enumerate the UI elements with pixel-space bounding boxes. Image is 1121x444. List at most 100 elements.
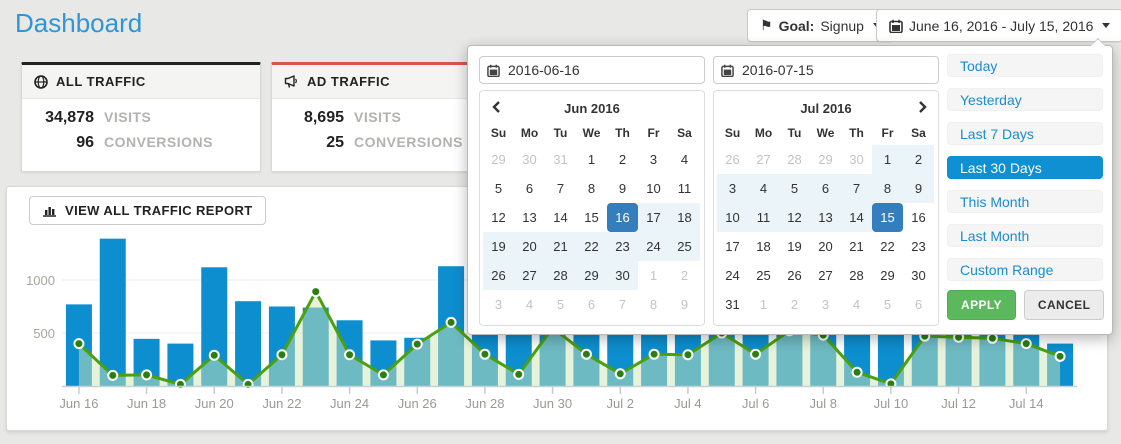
calendar-day[interactable]: 4: [680, 152, 689, 167]
calendar-day[interactable]: 27: [514, 261, 545, 290]
calendar-day[interactable]: 23: [911, 239, 926, 254]
calendar-day[interactable]: 2: [903, 145, 934, 174]
calendar-day[interactable]: 5: [556, 297, 565, 312]
calendar-day[interactable]: 1: [649, 268, 658, 283]
calendar-day[interactable]: 4: [748, 174, 779, 203]
calendar-day[interactable]: 29: [818, 152, 833, 167]
calendar-day[interactable]: 14: [553, 210, 568, 225]
calendar-day[interactable]: 27: [818, 268, 833, 283]
calendar-day[interactable]: 8: [587, 181, 596, 196]
calendar-day[interactable]: 5: [779, 174, 810, 203]
calendar-day[interactable]: 8: [872, 174, 903, 203]
calendar-day[interactable]: 25: [756, 268, 771, 283]
date-range-button[interactable]: June 16, 2016 - July 15, 2016: [876, 9, 1121, 42]
range-item-last-month[interactable]: Last Month: [947, 224, 1103, 247]
calendar-day[interactable]: 11: [677, 181, 692, 196]
calendar-day[interactable]: 9: [680, 297, 689, 312]
calendar-day[interactable]: 29: [576, 261, 607, 290]
calendar-day[interactable]: 6: [525, 181, 534, 196]
calendar-day[interactable]: 15: [872, 203, 903, 232]
calendar-day[interactable]: 15: [584, 210, 599, 225]
calendar-day[interactable]: 28: [787, 152, 802, 167]
calendar-day[interactable]: 16: [911, 210, 926, 225]
calendar-day[interactable]: 16: [607, 203, 638, 232]
calendar-day[interactable]: 3: [821, 297, 830, 312]
calendar-day[interactable]: 6: [587, 297, 596, 312]
calendar-day[interactable]: 20: [514, 232, 545, 261]
calendar-day[interactable]: 23: [607, 232, 638, 261]
view-all-traffic-report-button[interactable]: VIEW ALL TRAFFIC REPORT: [29, 196, 266, 225]
calendar-day[interactable]: 12: [779, 203, 810, 232]
calendar-day[interactable]: 18: [756, 239, 771, 254]
calendar-day[interactable]: 1: [872, 145, 903, 174]
calendar-day[interactable]: 21: [545, 232, 576, 261]
calendar-day[interactable]: 13: [522, 210, 537, 225]
calendar-day[interactable]: 12: [491, 210, 506, 225]
calendar-day[interactable]: 6: [810, 174, 841, 203]
range-item-this-month[interactable]: This Month: [947, 190, 1103, 213]
start-date-input[interactable]: [479, 56, 705, 84]
calendar-day[interactable]: 25: [669, 232, 700, 261]
cancel-button[interactable]: CANCEL: [1023, 290, 1105, 320]
calendar-day[interactable]: 3: [717, 174, 748, 203]
calendar-day[interactable]: 7: [556, 181, 565, 196]
calendar-day[interactable]: 7: [841, 174, 872, 203]
calendar-day[interactable]: 30: [607, 261, 638, 290]
calendar-day[interactable]: 1: [759, 297, 768, 312]
calendar-day[interactable]: 1: [587, 152, 596, 167]
calendar-day[interactable]: 13: [810, 203, 841, 232]
calendar-day[interactable]: 4: [525, 297, 534, 312]
calendar-day[interactable]: 2: [790, 297, 799, 312]
calendar-day[interactable]: 29: [880, 268, 895, 283]
calendar-day[interactable]: 31: [553, 152, 568, 167]
calendar-day[interactable]: 9: [903, 174, 934, 203]
calendar-day[interactable]: 2: [618, 152, 627, 167]
calendar-day[interactable]: 5: [883, 297, 892, 312]
calendar-day[interactable]: 24: [725, 268, 740, 283]
calendar-day[interactable]: 20: [818, 239, 833, 254]
calendar-day[interactable]: 26: [483, 261, 514, 290]
range-item-last-30-days[interactable]: Last 30 Days: [947, 156, 1103, 179]
calendar-day[interactable]: 28: [545, 261, 576, 290]
calendar-day[interactable]: 22: [880, 239, 895, 254]
calendar-day[interactable]: 27: [756, 152, 771, 167]
calendar-day[interactable]: 24: [638, 232, 669, 261]
calendar-day[interactable]: 2: [680, 268, 689, 283]
calendar-day[interactable]: 29: [491, 152, 506, 167]
calendar-day[interactable]: 19: [483, 232, 514, 261]
range-item-yesterday[interactable]: Yesterday: [947, 88, 1103, 111]
calendar-day[interactable]: 10: [646, 181, 661, 196]
calendar-day[interactable]: 17: [638, 203, 669, 232]
calendar-day[interactable]: 26: [725, 152, 740, 167]
calendar-day[interactable]: 17: [725, 239, 740, 254]
calendar-day[interactable]: 5: [494, 181, 503, 196]
calendar-day[interactable]: 28: [849, 268, 864, 283]
calendar-day[interactable]: 30: [522, 152, 537, 167]
calendar-day[interactable]: 9: [618, 181, 627, 196]
calendar-day[interactable]: 18: [669, 203, 700, 232]
calendar-day[interactable]: 19: [787, 239, 802, 254]
range-item-custom-range[interactable]: Custom Range: [947, 258, 1103, 281]
calendar-day[interactable]: 10: [717, 203, 748, 232]
calendar-day[interactable]: 22: [576, 232, 607, 261]
range-item-today[interactable]: Today: [947, 54, 1103, 77]
calendar-day[interactable]: 26: [787, 268, 802, 283]
range-item-last-7-days[interactable]: Last 7 Days: [947, 122, 1103, 145]
calendar-day[interactable]: 3: [494, 297, 503, 312]
calendar-day[interactable]: 30: [849, 152, 864, 167]
next-month-icon[interactable]: [909, 100, 935, 116]
calendar-day[interactable]: 3: [649, 152, 658, 167]
prev-month-icon[interactable]: [483, 100, 509, 116]
calendar-day[interactable]: 6: [914, 297, 923, 312]
calendar-day[interactable]: 31: [725, 297, 740, 312]
end-date-input[interactable]: [713, 56, 939, 84]
calendar-day[interactable]: 7: [618, 297, 627, 312]
apply-button[interactable]: APPLY: [947, 290, 1016, 320]
calendar-day[interactable]: 11: [748, 203, 779, 232]
calendar-day[interactable]: 30: [911, 268, 926, 283]
goal-dropdown-button[interactable]: ⚑ Goal: Signup: [747, 9, 894, 42]
calendar-day[interactable]: 21: [849, 239, 864, 254]
calendar-day[interactable]: 4: [852, 297, 861, 312]
calendar-day[interactable]: 14: [841, 203, 872, 232]
calendar-day[interactable]: 8: [649, 297, 658, 312]
